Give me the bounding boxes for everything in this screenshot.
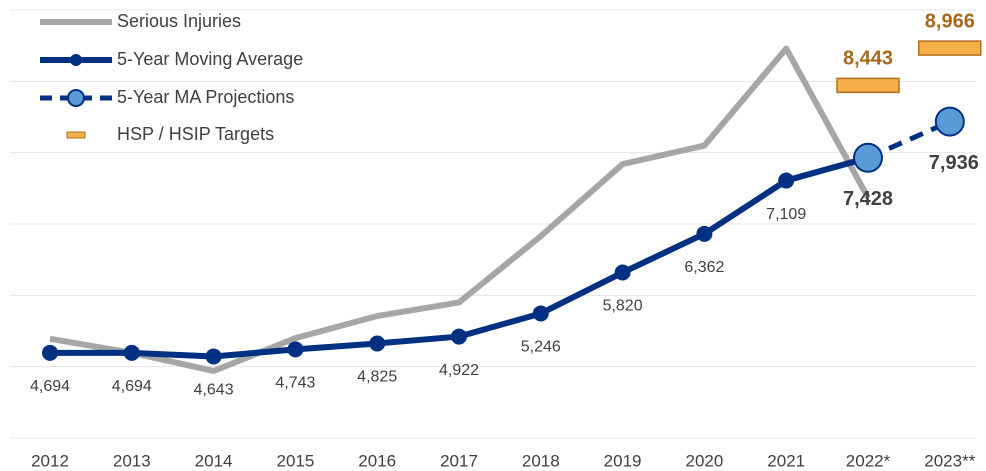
value-label: 7,109: [766, 206, 806, 223]
value-label: 5,246: [521, 339, 561, 356]
x-tick-label: 2018: [522, 451, 560, 470]
value-label: 7,936: [929, 152, 979, 174]
target-marker: [918, 40, 982, 56]
x-tick-label: 2016: [358, 451, 396, 470]
x-tick-label: 2023**: [924, 451, 975, 470]
x-tick-label: 2015: [276, 451, 314, 470]
value-label: 4,694: [112, 378, 152, 395]
projection-point: [853, 142, 883, 173]
x-tick-label: 2013: [113, 451, 151, 470]
value-label: 5,820: [603, 298, 643, 315]
value-label: 8,966: [925, 10, 975, 32]
x-tick-label: 2017: [440, 451, 478, 470]
x-tick-label: 2012: [31, 451, 69, 470]
legend-label: Serious Injuries: [117, 11, 241, 31]
value-label: 8,443: [843, 48, 893, 70]
x-tick-label: 2022*: [846, 451, 891, 470]
x-tick-label: 2019: [604, 451, 642, 470]
average-point: [778, 172, 795, 189]
legend-label: 5-Year Moving Average: [117, 49, 303, 69]
injury-line: [49, 45, 871, 374]
value-label: 4,694: [30, 378, 70, 395]
legend-swatch: [70, 54, 82, 66]
legend-swatch: [66, 131, 86, 139]
average-point: [123, 344, 140, 361]
legend-label: HSP / HSIP Targets: [117, 124, 274, 144]
value-label: 4,825: [357, 369, 397, 386]
average-point: [42, 344, 58, 361]
average-point: [369, 335, 386, 352]
average-point: [696, 225, 713, 242]
average-point: [532, 305, 549, 322]
legend-label: 5-Year MA Projections: [117, 87, 294, 107]
value-label: 4,643: [194, 382, 234, 399]
value-label: 7,428: [843, 188, 893, 210]
x-tick-label: 2021: [767, 451, 805, 470]
x-tick-label: 2014: [195, 451, 233, 470]
target-marker: [836, 77, 900, 94]
average-point: [451, 328, 467, 345]
x-tick-label: 2020: [685, 451, 723, 470]
average-point: [205, 348, 222, 365]
value-label: 4,743: [275, 375, 315, 392]
value-label: 6,362: [684, 259, 724, 276]
projection-point: [934, 106, 965, 137]
average-line: [50, 154, 869, 360]
legend-swatch: [67, 89, 85, 107]
average-point: [287, 341, 304, 358]
average-point: [614, 264, 631, 281]
value-label: 4,922: [439, 362, 479, 379]
